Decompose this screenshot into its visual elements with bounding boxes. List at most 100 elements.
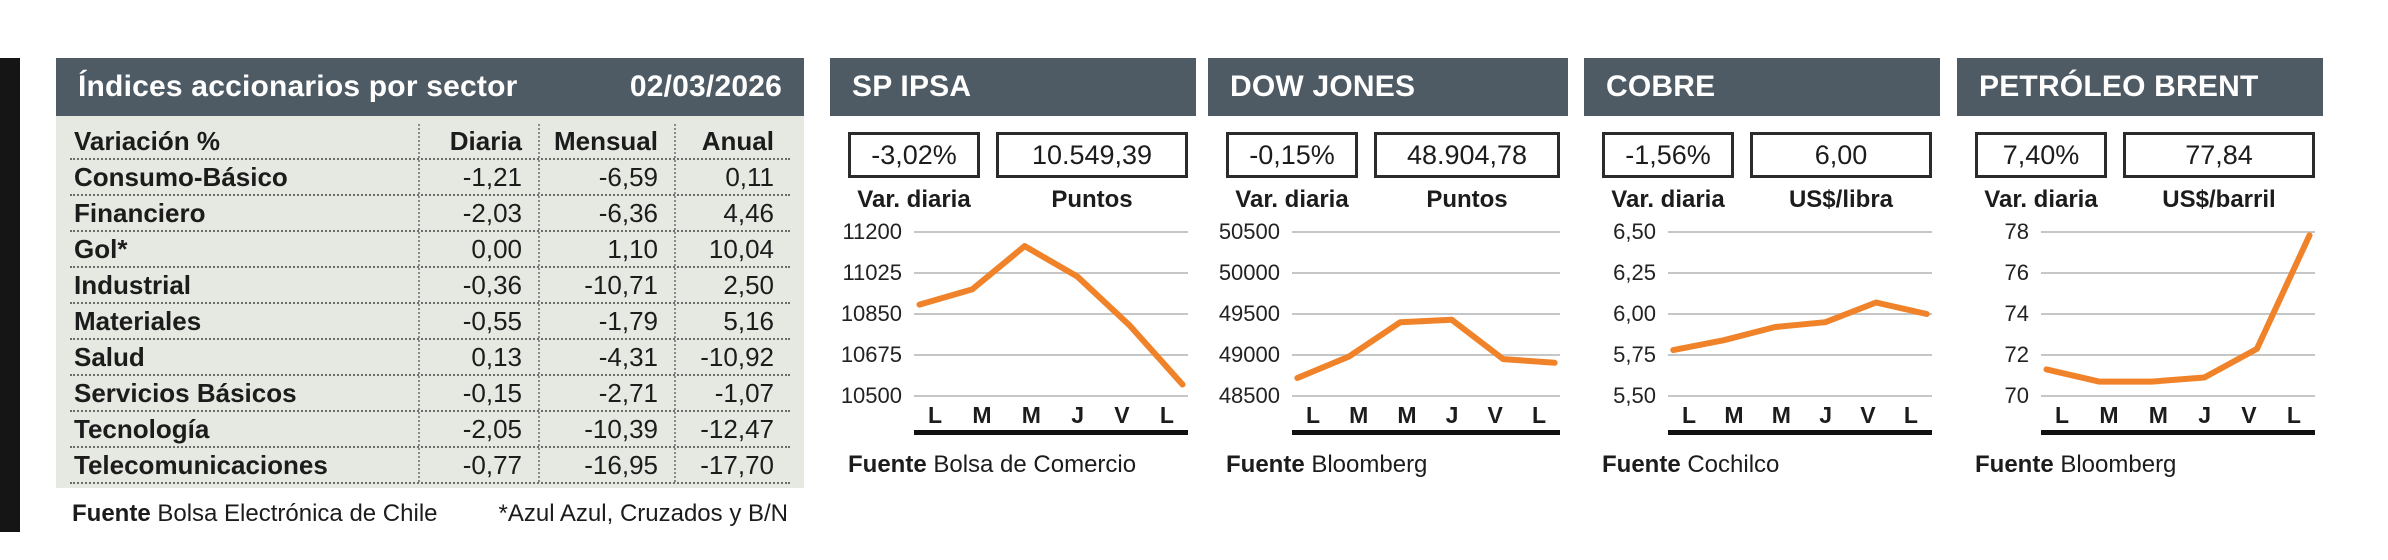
annual-cell: -10,92 bbox=[674, 340, 790, 374]
monthly-cell: -4,31 bbox=[538, 340, 674, 374]
daily-cell: 0,00 bbox=[418, 232, 538, 266]
y-tick-label: 10500 bbox=[840, 383, 902, 408]
sector-cell: Tecnología bbox=[74, 414, 210, 444]
level-value: 10.549,39 bbox=[1031, 139, 1153, 170]
value-boxes: -0,15% 48.904,78 bbox=[1226, 132, 1560, 178]
x-axis-baseline bbox=[1292, 430, 1560, 435]
panel-title-bar: COBRE bbox=[1584, 58, 1940, 116]
table-source: Fuente Bolsa Electrónica de Chile bbox=[72, 500, 438, 528]
x-axis-baseline bbox=[914, 430, 1188, 435]
y-axis-labels: 6,50 6,25 6,00 5,75 5,50 bbox=[1584, 219, 1668, 408]
x-tick-label: V bbox=[2241, 401, 2257, 428]
panel-title-bar: PETRÓLEO BRENT bbox=[1957, 58, 2323, 116]
panel-title-bar: DOW JONES bbox=[1208, 58, 1568, 116]
sector-table-panel: Índices accionarios por sector 02/03/202… bbox=[56, 58, 804, 528]
value-boxes: 7,40% 77,84 bbox=[1975, 132, 2315, 178]
table-footnote: *Azul Azul, Cruzados y B/N bbox=[498, 500, 788, 527]
y-axis-labels: 50500 50000 49500 49000 48500 bbox=[1208, 219, 1292, 408]
gridline bbox=[914, 395, 1188, 397]
source-name: Bloomberg bbox=[1311, 451, 1428, 478]
x-tick-label: M bbox=[2099, 401, 2119, 428]
x-tick-label: V bbox=[1860, 401, 1876, 428]
column-header-variation: Variación % bbox=[74, 126, 220, 156]
y-tick-label: 6,50 bbox=[1613, 219, 1656, 244]
level-box: 10.549,39 bbox=[996, 132, 1188, 178]
table-row: Materiales -0,55 -1,79 5,16 bbox=[70, 304, 790, 340]
sector-cell: Salud bbox=[74, 342, 145, 372]
annual-cell: -1,07 bbox=[674, 376, 790, 410]
sector-cell: Materiales bbox=[74, 306, 202, 336]
plot-area bbox=[2041, 231, 2315, 397]
level-value: 77,84 bbox=[2185, 139, 2253, 170]
table-row: Telecomunicaciones -0,77 -16,95 -17,70 bbox=[70, 448, 790, 484]
monthly-cell: -1,79 bbox=[538, 304, 674, 338]
x-axis-baseline bbox=[2041, 430, 2315, 435]
table-row: Industrial -0,36 -10,71 2,50 bbox=[70, 268, 790, 304]
y-tick-label: 49000 bbox=[1218, 342, 1280, 367]
line-chart: 6,50 6,25 6,00 5,75 5,50 L M M J V L bbox=[1584, 219, 1940, 435]
x-tick-label: L bbox=[1306, 401, 1321, 428]
line-chart: 78 76 74 72 70 L M M J V L bbox=[1957, 219, 2323, 435]
annual-cell: -12,47 bbox=[674, 412, 790, 446]
gridline bbox=[2041, 231, 2315, 233]
y-tick-label: 11200 bbox=[842, 219, 902, 244]
daily-cell: -0,77 bbox=[418, 448, 538, 482]
y-tick-label: 11025 bbox=[842, 260, 902, 285]
annual-cell: 0,11 bbox=[674, 160, 790, 194]
daily-variation-value: -3,02% bbox=[871, 139, 957, 170]
unit-label: US$/barril bbox=[2162, 186, 2276, 213]
gridline bbox=[1292, 354, 1560, 356]
x-tick-label: M bbox=[1021, 401, 1041, 428]
monthly-cell: 1,10 bbox=[538, 232, 674, 266]
y-tick-label: 49500 bbox=[1218, 301, 1280, 326]
data-line bbox=[919, 246, 1182, 384]
column-header-row: Variación % Diaria Mensual Anual bbox=[70, 124, 790, 160]
sector-cell: Telecomunicaciones bbox=[74, 450, 328, 480]
plot-area bbox=[1292, 231, 1560, 397]
box-labels: Var. diaria Puntos bbox=[848, 186, 1188, 214]
daily-variation-box: -1,56% bbox=[1602, 132, 1734, 178]
y-tick-label: 74 bbox=[2004, 301, 2029, 326]
sector-cell: Financiero bbox=[74, 198, 206, 228]
sector-cell: Servicios Básicos bbox=[74, 378, 297, 408]
table-row: Gol* 0,00 1,10 10,04 bbox=[70, 232, 790, 268]
table-row: Consumo-Básico -1,21 -6,59 0,11 bbox=[70, 160, 790, 196]
daily-cell: -0,15 bbox=[418, 376, 538, 410]
source-label: Fuente bbox=[848, 451, 927, 478]
y-axis-labels: 11200 11025 10850 10675 10500 bbox=[830, 219, 914, 408]
data-line bbox=[1297, 320, 1554, 378]
level-box: 6,00 bbox=[1750, 132, 1932, 178]
gridline bbox=[1292, 272, 1560, 274]
x-tick-label: L bbox=[928, 401, 943, 428]
source-line: Fuente Bloomberg bbox=[1226, 451, 1568, 479]
table-title: Índices accionarios por sector bbox=[78, 70, 518, 103]
gridline bbox=[2041, 313, 2315, 315]
gridline bbox=[1292, 395, 1560, 397]
level-value: 48.904,78 bbox=[1406, 139, 1528, 170]
source-line: Fuente Bolsa de Comercio bbox=[848, 451, 1196, 479]
gridline bbox=[1292, 313, 1560, 315]
table-footer: Fuente Bolsa Electrónica de Chile *Azul … bbox=[56, 488, 804, 528]
source-label: Fuente bbox=[72, 500, 151, 527]
y-tick-label: 50000 bbox=[1218, 260, 1280, 285]
gridline bbox=[1292, 231, 1560, 233]
daily-cell: -0,55 bbox=[418, 304, 538, 338]
monthly-cell: -16,95 bbox=[538, 448, 674, 482]
unit-label: Puntos bbox=[1426, 186, 1508, 213]
daily-variation-box: 7,40% bbox=[1975, 132, 2107, 178]
sector-table: Variación % Diaria Mensual Anual Consumo… bbox=[56, 116, 804, 488]
table-row: Financiero -2,03 -6,36 4,46 bbox=[70, 196, 790, 232]
level-box: 77,84 bbox=[2123, 132, 2315, 178]
data-line bbox=[2046, 235, 2309, 381]
level-box: 48.904,78 bbox=[1374, 132, 1560, 178]
daily-cell: -1,21 bbox=[418, 160, 538, 194]
x-tick-label: M bbox=[1771, 401, 1791, 428]
value-boxes: -1,56% 6,00 bbox=[1602, 132, 1932, 178]
annual-cell: 2,50 bbox=[674, 268, 790, 302]
annual-cell: -17,70 bbox=[674, 448, 790, 482]
value-boxes: -3,02% 10.549,39 bbox=[848, 132, 1188, 178]
x-tick-label: L bbox=[1682, 401, 1697, 428]
source-name: Cochilco bbox=[1687, 451, 1780, 478]
